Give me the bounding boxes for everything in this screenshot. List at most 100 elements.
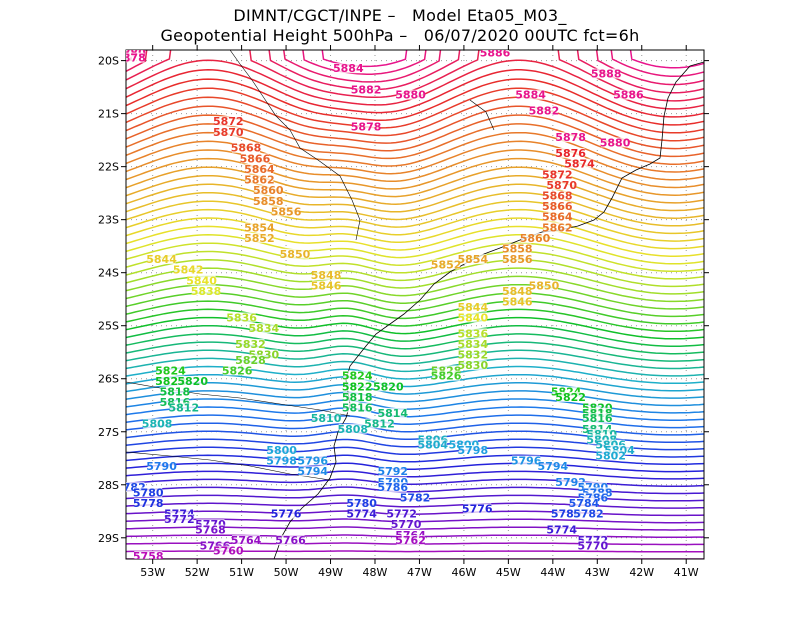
contour-line xyxy=(126,341,704,362)
contour-label-bg xyxy=(378,407,407,418)
contour-label-bg xyxy=(574,508,603,519)
contour-label-bg xyxy=(458,444,487,455)
contour-label-bg xyxy=(449,439,478,450)
y-tick-label: 21S xyxy=(98,108,119,121)
contour-label: 5832 xyxy=(235,338,266,351)
contour-line xyxy=(126,300,704,325)
x-tick-label: 49W xyxy=(318,566,343,579)
contour-label-bg xyxy=(552,508,581,519)
contour-label-bg xyxy=(458,312,487,323)
contour-label: 5782 xyxy=(573,508,604,521)
contour-line xyxy=(126,87,704,134)
contour-label: 5764 xyxy=(231,534,262,547)
contour-label: 5834 xyxy=(457,338,488,351)
contour-label-bg xyxy=(267,455,296,466)
contour-line xyxy=(126,50,704,102)
contour-label: 5856 xyxy=(271,205,302,218)
contour-label-bg xyxy=(556,476,585,487)
contour-label-bg xyxy=(223,365,252,376)
contour-label-bg xyxy=(458,349,487,360)
contour-label-bg xyxy=(432,370,461,381)
contour-label-bg xyxy=(343,391,372,402)
contour-label: 5816 xyxy=(342,402,373,415)
contour-label-bg xyxy=(543,222,572,233)
contour-label: 5784 xyxy=(569,497,600,510)
contour-label-bg xyxy=(347,497,376,508)
contour-label-bg xyxy=(165,508,194,519)
contour-line xyxy=(126,462,704,473)
contour-label-bg xyxy=(352,84,381,95)
contour-label: 5836 xyxy=(226,311,257,324)
contour-label: 5818 xyxy=(342,391,373,404)
contour-label: 5848 xyxy=(502,285,533,298)
contour-label-bg xyxy=(156,365,185,376)
contour-label-bg xyxy=(614,89,643,100)
y-tick-label: 25S xyxy=(98,320,119,333)
contour-label: 5820 xyxy=(177,375,208,388)
contour-label-bg xyxy=(312,269,341,280)
contour-label-bg xyxy=(276,535,305,546)
contour-line xyxy=(302,50,704,77)
contour-label: 5758 xyxy=(133,550,164,563)
contour-label: 5798 xyxy=(266,455,297,468)
contour-label: 5776 xyxy=(462,502,493,515)
contour-line xyxy=(126,275,704,303)
contour-label: 5836 xyxy=(457,327,488,340)
contour-label: 5870 xyxy=(213,126,244,139)
contour-label-bg xyxy=(458,301,487,312)
contour-line xyxy=(126,478,704,487)
contour-label-bg xyxy=(134,497,163,508)
contour-label-bg xyxy=(596,439,625,450)
x-tick-label: 47W xyxy=(407,566,432,579)
contour-label-bg xyxy=(347,508,376,519)
contour-label-bg xyxy=(134,487,163,498)
contour-label-bg xyxy=(503,243,532,254)
contour-label-bg xyxy=(192,285,221,296)
contour-line xyxy=(126,78,704,126)
contour-label-bg xyxy=(178,376,207,387)
contour-line xyxy=(126,259,704,288)
contour-label: 5858 xyxy=(502,242,533,255)
contour-label-bg xyxy=(374,381,403,392)
contour-label-bg xyxy=(245,174,274,185)
contour-label: 5868 xyxy=(231,142,262,155)
contour-label-bg xyxy=(338,423,367,434)
y-tick-label: 27S xyxy=(98,426,119,439)
contour-label: 5850 xyxy=(280,248,311,261)
contour-label: 5864 xyxy=(244,163,275,176)
contour-label: 5856 xyxy=(502,253,533,266)
contour-label-bg xyxy=(280,248,309,259)
contour-line xyxy=(126,333,704,355)
contour-line xyxy=(126,365,704,385)
contour-label-bg xyxy=(378,482,407,493)
contour-label: 5772 xyxy=(386,508,417,521)
contour-label: 5832 xyxy=(457,349,488,362)
contour-label-bg xyxy=(458,338,487,349)
contour-label: 5878 xyxy=(115,52,146,65)
contour-label-bg xyxy=(126,52,145,63)
contour-line xyxy=(126,149,704,189)
contour-label-bg xyxy=(232,142,261,153)
contour-label-bg xyxy=(583,423,612,434)
contour-label-bg xyxy=(587,434,616,445)
contour-line xyxy=(126,267,704,295)
contour-label-bg xyxy=(126,482,145,493)
contour-label-bg xyxy=(214,116,243,127)
contour-label-bg xyxy=(200,540,229,551)
contour-line xyxy=(126,242,704,273)
contour-label-bg xyxy=(512,455,541,466)
contour-label: 5814 xyxy=(377,407,408,420)
contour-label-bg xyxy=(245,163,274,174)
contour-label: 5810 xyxy=(311,412,342,425)
contour-label: 5794 xyxy=(297,465,328,478)
contour-label-bg xyxy=(272,508,301,519)
contour-label-bg xyxy=(169,402,198,413)
contour-label-bg xyxy=(543,211,572,222)
contour-label: 5854 xyxy=(244,221,275,234)
contour-label: 5852 xyxy=(244,232,275,245)
contour-label: 5812 xyxy=(364,417,395,430)
contour-labels: 5880 5878 5886 5884 5888 5882 5880 5884 5886 5882… xyxy=(115,50,644,563)
contour-label: 5834 xyxy=(249,322,280,335)
contour-line xyxy=(126,390,704,407)
